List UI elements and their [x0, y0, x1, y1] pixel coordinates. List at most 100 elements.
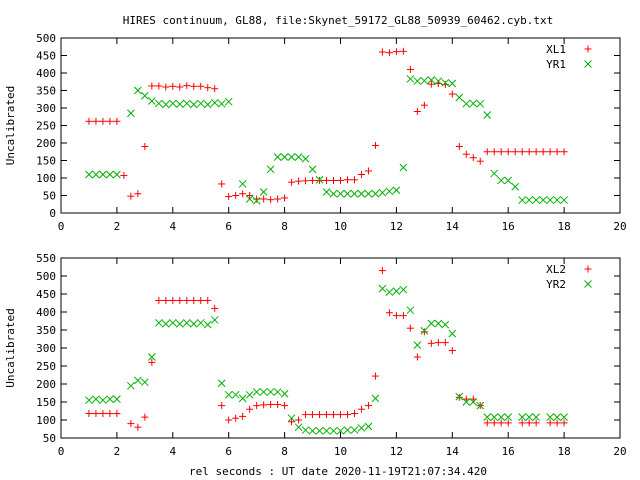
data-point	[364, 189, 373, 198]
data-point	[469, 99, 478, 108]
data-point	[280, 389, 289, 398]
data-point	[350, 189, 359, 198]
data-point	[161, 320, 170, 328]
data-point	[371, 394, 380, 403]
data-point	[330, 176, 338, 184]
data-point	[315, 426, 324, 435]
data-point	[399, 285, 408, 294]
x-tick-label: 18	[557, 220, 570, 233]
data-point	[441, 78, 450, 87]
data-point	[518, 148, 526, 156]
data-point	[315, 175, 324, 184]
data-point	[189, 100, 198, 109]
data-point	[399, 312, 407, 320]
data-point	[483, 413, 492, 421]
plot-frame	[60, 257, 621, 439]
data-point	[113, 395, 121, 403]
y-tick-label: 450	[36, 50, 56, 63]
data-point	[127, 192, 135, 200]
data-point	[476, 99, 485, 108]
data-point	[504, 419, 512, 427]
data-point	[148, 82, 156, 90]
data-point	[267, 401, 275, 409]
data-point	[155, 82, 163, 90]
data-point	[162, 296, 170, 304]
data-point	[525, 148, 533, 156]
data-point	[210, 98, 219, 107]
data-point	[183, 296, 191, 304]
data-point	[308, 426, 317, 435]
data-point	[378, 48, 386, 56]
data-point	[364, 167, 372, 175]
data-point	[85, 410, 93, 418]
data-point	[231, 390, 240, 399]
data-point	[539, 148, 547, 156]
data-point	[295, 177, 303, 185]
data-point	[99, 396, 107, 405]
data-point	[483, 111, 492, 119]
y-tick-label: 500	[36, 270, 56, 283]
data-point	[287, 414, 296, 423]
data-point	[274, 195, 282, 203]
data-point	[343, 189, 352, 198]
data-point	[392, 186, 401, 195]
data-point	[553, 148, 561, 156]
data-point	[92, 117, 100, 125]
data-point	[175, 100, 184, 109]
data-point	[406, 66, 414, 73]
data-point	[330, 411, 338, 419]
x-tick-label: 2	[114, 220, 121, 233]
data-point	[120, 172, 128, 180]
x-tick-label: 4	[169, 220, 176, 233]
data-point	[217, 379, 226, 388]
data-point	[113, 170, 121, 179]
data-point	[239, 412, 247, 420]
data-point	[560, 196, 568, 204]
x-tick-label: 2	[114, 445, 121, 458]
data-point	[168, 318, 177, 327]
data-point	[560, 413, 568, 421]
data-point	[140, 378, 149, 387]
data-point	[99, 117, 107, 125]
data-point	[504, 413, 513, 421]
x-tick-label: 10	[334, 445, 347, 458]
data-point	[385, 49, 393, 57]
data-point	[406, 75, 415, 83]
data-point	[553, 413, 561, 421]
data-point	[266, 388, 275, 396]
data-point	[343, 411, 351, 419]
data-point	[85, 396, 93, 405]
data-point	[462, 398, 471, 406]
y-tick-label: 300	[36, 342, 56, 355]
data-point	[99, 410, 107, 418]
y-axis-label: Uncalibrated	[4, 86, 17, 165]
chart-panel-top: 0 50 100 150 200 250 300 350 400 450 500 0 2 4 6 8 10 12 1…	[4, 32, 627, 233]
data-point	[525, 413, 534, 421]
data-point	[203, 100, 212, 109]
data-point	[154, 99, 163, 108]
x-tick-label: 6	[225, 445, 232, 458]
data-point	[350, 410, 358, 418]
x-tick-label: 12	[390, 445, 403, 458]
y-tick-label: 300	[36, 102, 56, 115]
y-tick-label: 100	[36, 414, 56, 427]
data-point	[204, 84, 212, 92]
data-point	[316, 411, 324, 419]
data-point	[218, 402, 226, 410]
data-point	[560, 148, 568, 156]
data-point	[483, 419, 491, 427]
data-point	[196, 318, 205, 327]
x-tick-label: 4	[169, 445, 176, 458]
data-point	[420, 326, 429, 335]
data-point	[141, 413, 149, 421]
data-point	[337, 176, 344, 184]
y-tick-label: 400	[36, 306, 56, 319]
legend-marker	[584, 60, 592, 68]
data-point	[448, 347, 456, 355]
data-point	[196, 99, 205, 108]
data-point	[134, 376, 142, 385]
data-point	[385, 288, 394, 297]
data-point	[469, 398, 478, 406]
data-point	[252, 196, 261, 205]
data-point	[413, 77, 422, 85]
